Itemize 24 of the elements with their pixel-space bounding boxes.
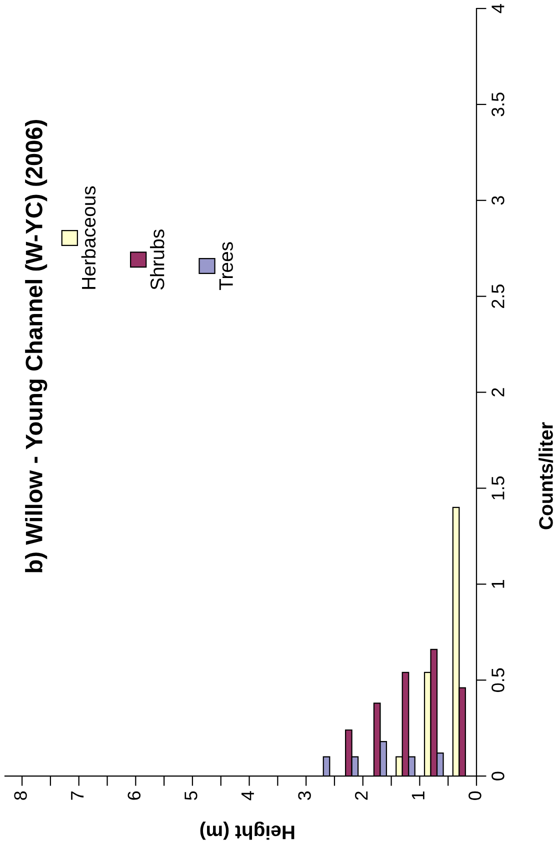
x-tick-label: 4: [242, 791, 254, 800]
x-tick-label: 2: [354, 792, 368, 800]
text: b) Willow - Young Channel (W-YC) (2006): [25, 120, 48, 572]
x-tick-label: 0: [468, 791, 482, 800]
y-tick-label: 3: [492, 196, 504, 205]
x-tick-label: 5: [184, 791, 198, 800]
legend-label: Shrubs: [150, 230, 164, 290]
y-tick-label: 2: [492, 388, 504, 396]
y-tick-label: 0: [492, 772, 504, 780]
legend-label: Herbaceous: [81, 186, 96, 289]
y-tick-label: 4: [492, 4, 504, 14]
x-tick-label: 8: [14, 791, 27, 800]
x-tick-label: 6: [128, 791, 141, 800]
x-tick-label: 3: [298, 791, 311, 800]
x-axis-title: Height (m): [200, 822, 294, 840]
y-axis-title: Counts/liter: [538, 422, 554, 530]
y-tick-label: 1: [492, 580, 504, 588]
y-tick-label: 3.5: [492, 92, 504, 116]
y-tick-label: 0.5: [492, 668, 504, 692]
legend-label: Trees: [219, 242, 233, 290]
y-tick-label: 2.5: [492, 284, 504, 308]
y-tick-label: 1.5: [492, 476, 504, 500]
x-tick-label: 7: [71, 792, 84, 800]
x-tick-label: 1: [412, 792, 424, 800]
